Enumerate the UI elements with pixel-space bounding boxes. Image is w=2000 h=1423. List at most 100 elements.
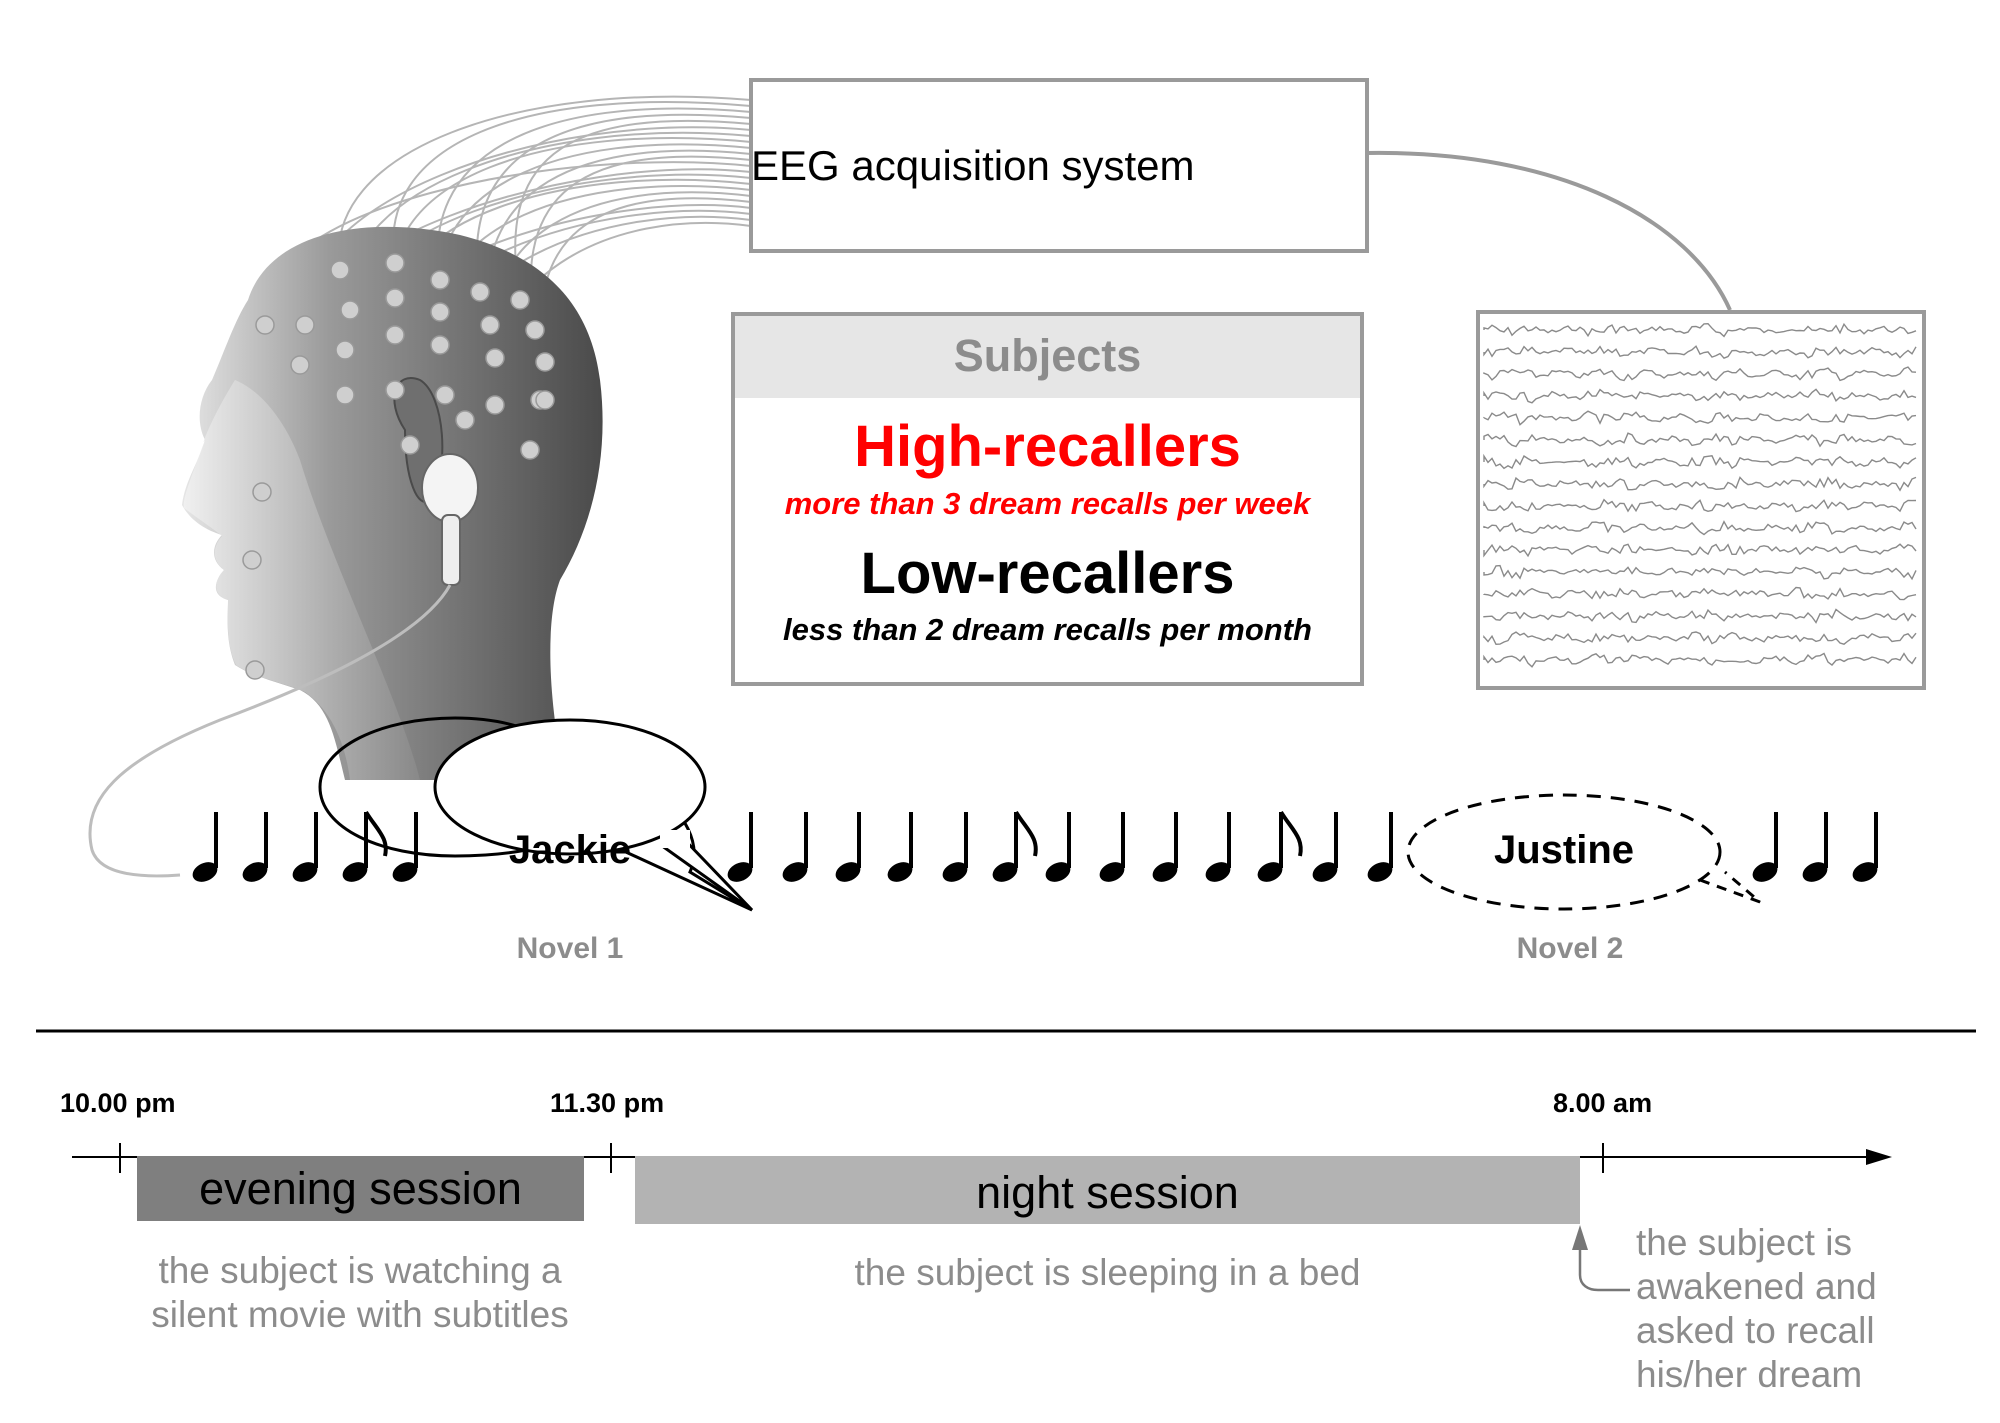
eeg-connector-line	[1366, 150, 1732, 311]
electrode	[435, 385, 455, 405]
electrode	[430, 270, 450, 290]
eeg-trace-line	[1483, 652, 1917, 668]
electrode	[330, 260, 350, 280]
eeg-trace-line	[1483, 388, 1917, 404]
music-note-icon	[292, 812, 318, 882]
eeg-trace-line	[1483, 345, 1917, 360]
timeline-arrowhead	[1866, 1149, 1892, 1165]
music-note-sequence	[192, 810, 1878, 882]
electrode	[385, 325, 405, 345]
awake-desc-line-3: asked to recall	[1636, 1310, 1875, 1351]
eeg-trace-line	[1483, 520, 1917, 536]
eeg-trace-line	[1483, 608, 1917, 624]
eeg-trace-line	[1483, 410, 1917, 426]
high-recallers-label: High-recallers	[854, 414, 1241, 479]
low-recallers-desc: less than 2 dream recalls per month	[783, 612, 1312, 647]
music-note-icon	[1752, 812, 1778, 882]
music-note-icon	[727, 812, 753, 882]
eeg-trace-icon	[1483, 322, 1917, 668]
evening-session-label: evening session	[199, 1163, 522, 1214]
eeg-acquisition-box	[749, 78, 1369, 253]
music-note-icon	[1852, 812, 1878, 882]
evening-desc-line-2: silent movie with subtitles	[151, 1294, 569, 1335]
music-note-icon	[1205, 812, 1231, 882]
eeg-trace-line	[1483, 322, 1917, 338]
music-note-icon	[942, 812, 968, 882]
electrode	[295, 315, 315, 335]
bubble-jackie	[433, 718, 707, 856]
music-note-icon	[392, 812, 418, 882]
music-note-icon	[887, 812, 913, 882]
high-recallers-desc: more than 3 dream recalls per week	[784, 486, 1311, 521]
electrode	[430, 302, 450, 322]
earphone-icon	[421, 453, 479, 586]
awake-desc-line-2: awakened and	[1636, 1266, 1877, 1307]
eeg-trace-line	[1483, 432, 1917, 448]
electrode	[535, 352, 555, 372]
music-note-icon	[1045, 812, 1071, 882]
awake-desc-line-1: the subject is	[1636, 1222, 1852, 1263]
low-recallers-label: Low-recallers	[860, 541, 1235, 606]
electrode	[385, 253, 405, 273]
bubble-justine	[1406, 793, 1722, 911]
electrode	[510, 290, 530, 310]
eeg-trace-line	[1483, 476, 1917, 492]
night-session-bar	[635, 1156, 1580, 1224]
electrode	[480, 315, 500, 335]
music-note-icon	[242, 812, 268, 882]
eeg-box-label: EEG acquisition system	[751, 142, 1195, 189]
electrode	[535, 390, 555, 410]
awakening-arrow	[1578, 1250, 1630, 1292]
eeg-trace-line	[1483, 543, 1917, 558]
music-note-icon	[835, 812, 861, 882]
music-note-icon	[192, 812, 218, 882]
night-desc: the subject is sleeping in a bed	[854, 1252, 1361, 1293]
electrode	[485, 348, 505, 368]
head-with-electrodes-icon	[88, 226, 603, 878]
novel-1-label: Novel 1	[516, 932, 624, 965]
eeg-trace-line	[1483, 631, 1917, 646]
electrode	[335, 385, 355, 405]
electrode	[385, 288, 405, 308]
eeg-trace-panel	[1476, 310, 1926, 690]
speech-bubble-icon	[318, 716, 753, 912]
music-note-icon	[1257, 810, 1303, 882]
eeg-trace-line	[1483, 498, 1917, 513]
electrode	[255, 315, 275, 335]
electrode	[400, 435, 420, 455]
electrode	[245, 660, 265, 680]
electrode	[455, 410, 475, 430]
electrode	[242, 550, 262, 570]
stimulus-name-2: Justine	[1493, 828, 1635, 872]
electrode	[335, 340, 355, 360]
evening-session-bar	[137, 1156, 584, 1221]
electrode	[520, 440, 540, 460]
music-note-icon	[1802, 812, 1828, 882]
subjects-title: Subjects	[953, 330, 1142, 381]
eeg-trace-line	[1483, 586, 1917, 601]
eeg-trace-line	[1483, 564, 1917, 581]
music-note-icon	[1312, 812, 1338, 882]
time-1000pm: 10.00 pm	[60, 1088, 176, 1118]
music-note-icon	[992, 810, 1038, 882]
electrode	[385, 380, 405, 400]
eeg-trace-line	[1483, 453, 1917, 470]
stimulus-name-1: Jackie	[508, 828, 632, 872]
awake-desc-line-4: his/her dream	[1636, 1354, 1863, 1395]
music-note-icon	[1099, 812, 1125, 882]
music-note-icon	[1367, 812, 1393, 882]
music-note-icon	[782, 812, 808, 882]
electrode	[525, 320, 545, 340]
electrode	[430, 335, 450, 355]
time-800am: 8.00 am	[1553, 1088, 1653, 1118]
electrode	[252, 482, 272, 502]
music-note-icon	[1152, 812, 1178, 882]
subjects-header	[735, 316, 1360, 398]
electrode	[485, 395, 505, 415]
electrode	[290, 355, 310, 375]
night-session-label: night session	[976, 1167, 1239, 1218]
novel-2-label: Novel 2	[1516, 932, 1624, 965]
electrode	[470, 282, 490, 302]
